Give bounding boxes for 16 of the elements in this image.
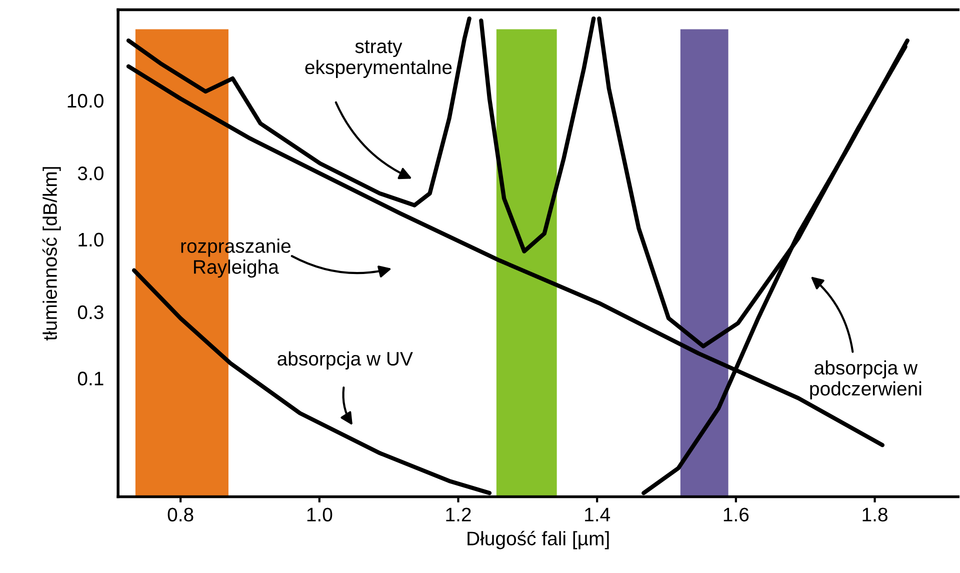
y-tick-label: 1.0 [78, 232, 104, 247]
x-tick-label: 1.8 [862, 508, 888, 522]
y-tick-label: 0.1 [78, 372, 104, 386]
x-tick-label: 1.2 [446, 508, 471, 522]
x-tick-label: 0.8 [168, 508, 194, 522]
y-axis-title: tłumienność [dB/km] [42, 167, 61, 340]
x-tick-label: 1.6 [724, 508, 749, 522]
annotation: absorpcja w UV [278, 351, 413, 370]
x-tick-label: 1.0 [307, 508, 332, 522]
x-tick-label: 1.4 [585, 508, 610, 522]
y-tick-label: 10.0 [68, 94, 104, 108]
y-tick-label: 0.3 [78, 305, 104, 320]
y-tick-label: 3.0 [78, 166, 104, 180]
annotation: straty eksperymentalne [305, 40, 452, 78]
annotation: absorpcja w podczerwieni [810, 360, 922, 400]
x-axis-title: Długość fali [µm] [468, 530, 609, 550]
